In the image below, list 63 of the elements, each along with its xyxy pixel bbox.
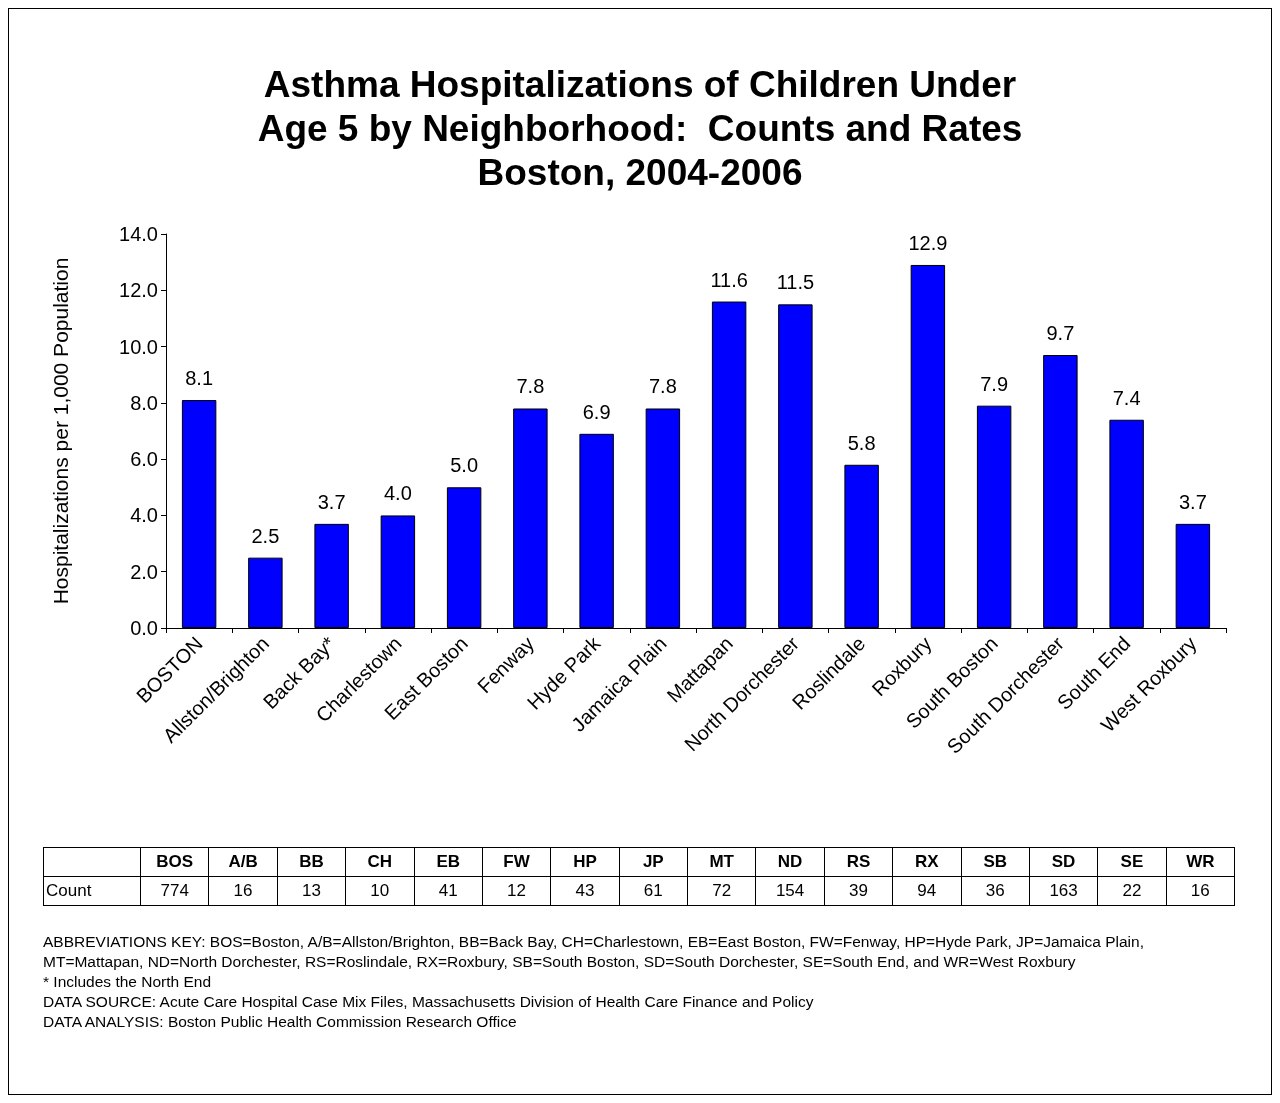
data-label: 6.9 xyxy=(582,400,611,423)
data-label: 7.8 xyxy=(516,375,545,398)
data-label: 94 xyxy=(892,876,961,906)
data-label: 16 xyxy=(208,876,278,906)
data-label: 3.7 xyxy=(1178,490,1207,513)
data-label: 16 xyxy=(1166,876,1235,906)
data-label: 7.9 xyxy=(980,372,1009,395)
y-tick-label: 12.0 xyxy=(119,279,158,302)
data-label: 2.5 xyxy=(251,524,280,547)
data-label: 22 xyxy=(1097,876,1167,906)
y-axis-title: Hospitalizations per 1,000 Population xyxy=(49,257,72,605)
data-label: 8.1 xyxy=(185,367,214,390)
category-label: RS xyxy=(824,847,893,877)
data-label: 5.8 xyxy=(847,431,876,454)
category-label: RX xyxy=(892,847,961,877)
data-label: 72 xyxy=(687,876,756,906)
y-tick-label: 14.0 xyxy=(119,223,158,245)
y-tick-label: 10.0 xyxy=(119,335,158,358)
data-label: 41 xyxy=(414,876,483,906)
category-label: HP xyxy=(550,847,620,877)
category-label: CH xyxy=(345,847,414,877)
category-label: BOS xyxy=(140,847,209,877)
category-label: A/B xyxy=(208,847,278,877)
category-label: MT xyxy=(687,847,756,877)
data-label: 3.7 xyxy=(317,490,346,513)
category-label: SB xyxy=(961,847,1030,877)
category-label: ND xyxy=(755,847,825,877)
data-label: 39 xyxy=(824,876,893,906)
y-tick-label: 2.0 xyxy=(130,560,158,583)
data-label: 7.8 xyxy=(648,375,677,398)
category-label: SE xyxy=(1097,847,1167,877)
data-label: 774 xyxy=(140,876,209,906)
data-label: 11.6 xyxy=(710,268,748,291)
y-tick-label: 0.0 xyxy=(130,617,158,639)
data-label: 163 xyxy=(1029,876,1098,906)
text: Count xyxy=(43,876,141,906)
y-tick-label: 4.0 xyxy=(130,504,158,527)
data-label: 12.9 xyxy=(908,231,948,254)
category-label: SD xyxy=(1029,847,1098,877)
data-label: 154 xyxy=(755,876,825,906)
y-tick-label: 8.0 xyxy=(130,391,158,414)
data-label: 12 xyxy=(482,876,551,906)
data-label: 10 xyxy=(345,876,414,906)
y-tick-label: 6.0 xyxy=(130,448,158,471)
category-label: BB xyxy=(277,847,346,877)
data-label: 4.0 xyxy=(383,482,412,505)
data-label: 7.4 xyxy=(1112,386,1141,409)
data-label: 5.0 xyxy=(450,454,479,477)
data-label: 9.7 xyxy=(1046,322,1075,345)
text: ABBREVIATIONS KEY: BOS=Boston, A/B=Allston/Brighton, BB=Back Bay, CH=Charlestown, EB=East Boston, FW=Fenway, HP=Hyde Park, JP=Jamaica Plain, MT=Mattapan, ND=North Dorchester, RS=Roslindale, RX=Roxbury, SB=South Boston, SD=South Dorchester, SE=South End, and WR=West Roxbury xyxy=(43,932,1145,972)
data-label: 36 xyxy=(961,876,1030,906)
category-label: JP xyxy=(619,847,688,877)
data-label: 43 xyxy=(550,876,620,906)
source-note: DATA SOURCE: Acute Care Hospital Case Mix Files, Massachusetts Division of Health Care Finance and Policy xyxy=(43,992,815,1012)
data-label: 11.5 xyxy=(776,271,815,294)
data-label: 13 xyxy=(277,876,346,906)
category-label: FW xyxy=(482,847,551,877)
chart-title: Asthma Hospitalizations of Children Under Age 5 by Neighborhood: Counts and Rates Boston, 2004-2006 xyxy=(257,63,1023,193)
text: * Includes the North End xyxy=(43,972,213,992)
text: DATA ANALYSIS: Boston Public Health Commission Research Office xyxy=(43,1012,518,1032)
category-label: EB xyxy=(414,847,483,877)
data-label: 61 xyxy=(619,876,688,906)
category-label: WR xyxy=(1166,847,1235,877)
